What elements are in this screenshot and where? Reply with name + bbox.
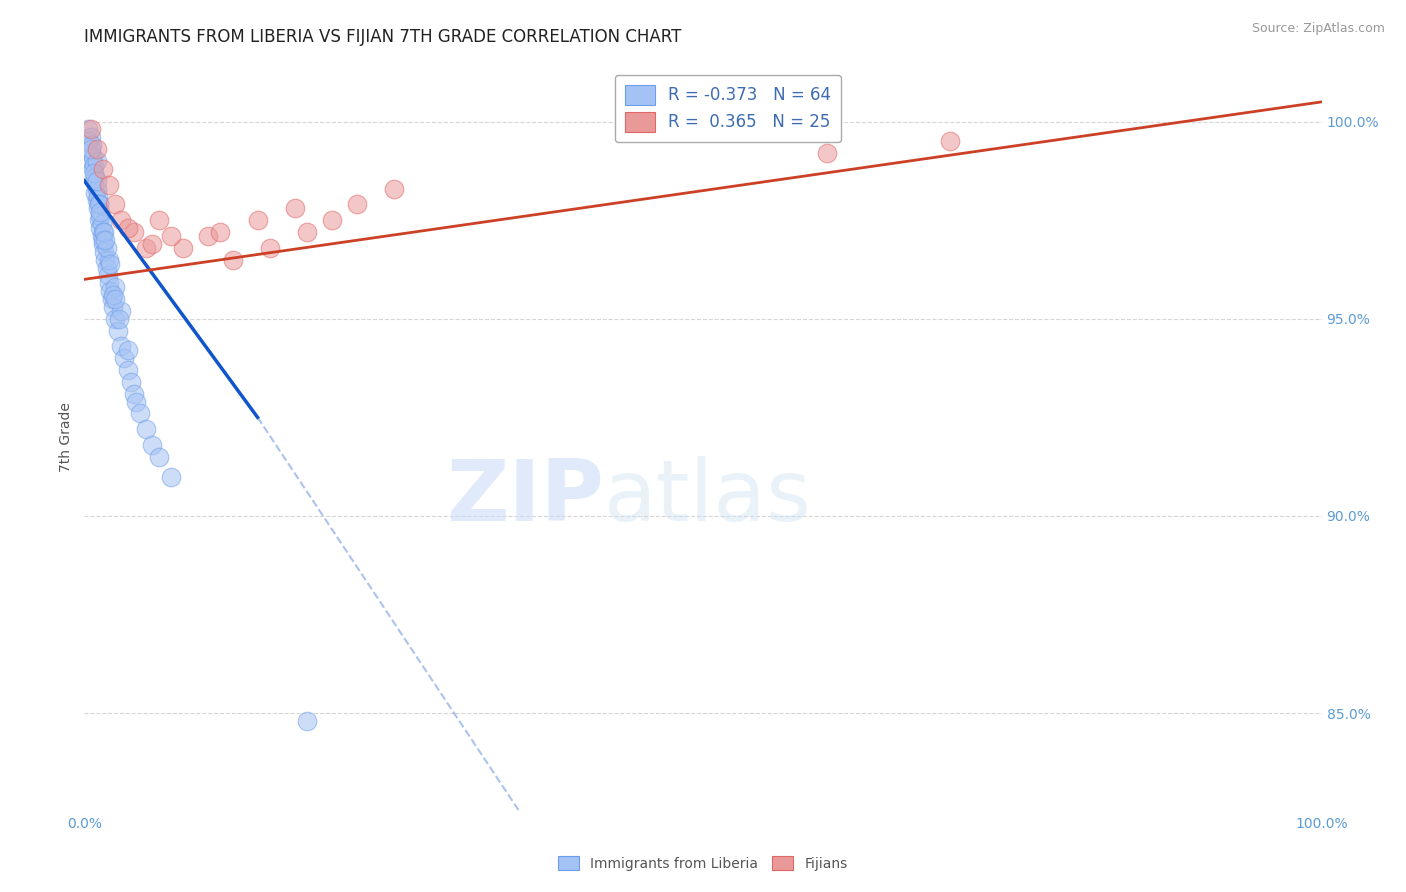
Point [86,174,108,188]
Point [84,169,107,184]
Point [122,386,145,401]
Point [117,221,139,235]
Point [160,229,183,244]
Point [259,241,281,255]
Point [84,186,107,200]
Point [80,138,103,153]
Y-axis label: 7th Grade: 7th Grade [59,402,73,472]
Point [79,134,101,148]
Point [112,351,135,366]
Legend: R = -0.373   N = 64, R =  0.365   N = 25: R = -0.373 N = 64, R = 0.365 N = 25 [614,75,841,142]
Point [135,422,157,436]
Point [91,233,114,247]
Point [93,244,115,259]
Point [89,209,111,223]
Point [77,122,100,136]
Point [104,280,127,294]
Point [79,122,101,136]
Point [125,394,148,409]
Point [117,363,139,377]
Point [107,324,129,338]
Point [89,197,111,211]
Point [148,450,170,464]
Point [98,277,121,291]
Point [98,284,121,298]
Point [295,225,318,239]
Point [104,197,127,211]
Point [89,205,111,219]
Text: ZIP: ZIP [446,456,605,539]
Text: atlas: atlas [605,456,813,539]
Point [96,241,118,255]
Point [120,375,142,389]
Point [382,181,405,195]
Point [295,714,318,728]
Point [94,252,117,267]
Point [117,343,139,358]
Point [86,142,108,156]
Point [91,225,114,239]
Point [86,154,108,169]
Point [82,150,104,164]
Point [939,134,962,148]
Point [90,229,112,244]
Point [82,161,104,176]
Point [110,304,132,318]
Point [108,311,131,326]
Text: IMMIGRANTS FROM LIBERIA VS FIJIAN 7TH GRADE CORRELATION CHART: IMMIGRANTS FROM LIBERIA VS FIJIAN 7TH GR… [84,28,682,45]
Point [346,197,368,211]
Point [141,236,163,251]
Point [100,292,122,306]
Point [104,311,127,326]
Point [172,241,194,255]
Point [110,339,132,353]
Point [94,233,117,247]
Point [89,221,111,235]
Point [86,181,108,195]
Point [80,154,103,169]
Point [284,202,307,216]
Point [87,189,110,203]
Point [110,213,132,227]
Point [209,225,232,239]
Point [83,166,105,180]
Point [91,236,114,251]
Point [86,194,108,208]
Point [87,202,110,216]
Point [93,225,115,239]
Point [101,300,124,314]
Point [197,229,219,244]
Legend: Immigrants from Liberia, Fijians: Immigrants from Liberia, Fijians [553,850,853,876]
Point [98,256,121,270]
Point [135,241,157,255]
Point [96,260,118,275]
Point [815,146,838,161]
Point [122,225,145,239]
Point [97,268,120,283]
Point [91,161,114,176]
Point [98,178,121,192]
Point [90,217,112,231]
Point [98,252,121,267]
Point [104,292,127,306]
Point [79,130,101,145]
Point [89,213,111,227]
Point [101,288,124,302]
Point [246,213,269,227]
Point [79,146,101,161]
Point [222,252,245,267]
Point [148,213,170,227]
Point [321,213,343,227]
Point [89,197,111,211]
Text: Source: ZipAtlas.com: Source: ZipAtlas.com [1251,22,1385,36]
Point [79,142,101,156]
Point [83,158,105,172]
Point [160,469,183,483]
Point [83,174,105,188]
Point [141,438,163,452]
Point [129,406,152,420]
